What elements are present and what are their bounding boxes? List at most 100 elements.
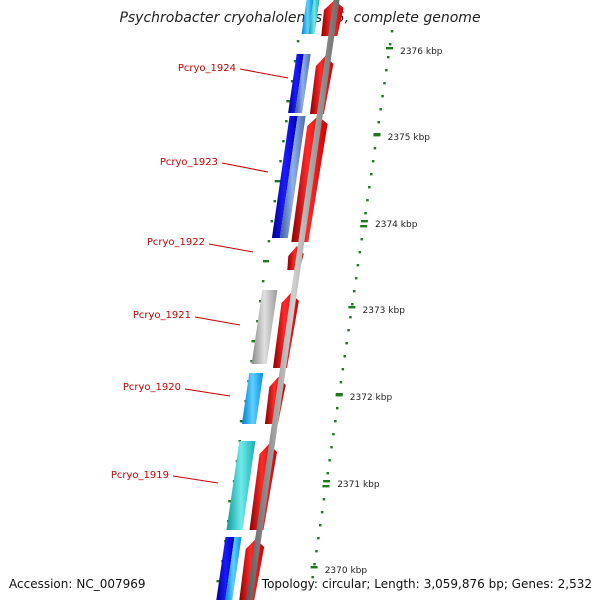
scale-minor-tick xyxy=(388,43,392,46)
inner-major-tick xyxy=(251,340,258,343)
accession-info: Accession: NC_007969 xyxy=(9,577,146,591)
reverse-gene xyxy=(251,290,278,364)
inner-minor-tick xyxy=(282,140,285,143)
inner-minor-tick xyxy=(279,160,282,163)
inner-major-tick xyxy=(263,260,269,263)
scale-minor-tick xyxy=(347,329,350,332)
reverse-gene xyxy=(288,54,304,113)
inner-minor-tick xyxy=(261,280,265,283)
inner-minor-tick xyxy=(270,220,274,223)
gene-label: Pcryo_1921 xyxy=(133,310,191,321)
scale-minor-tick xyxy=(334,420,337,423)
scale-minor-tick xyxy=(320,511,324,514)
scale-label: 2373 kbp xyxy=(363,306,406,316)
inner-minor-tick xyxy=(290,80,294,83)
scale-minor-tick xyxy=(322,498,326,501)
genes-value: 2,532 xyxy=(557,577,592,591)
gene-label-leader xyxy=(184,388,231,397)
scale-minor-tick xyxy=(358,251,362,254)
gene-label-leader xyxy=(208,243,254,253)
scale-label: 2370 kbp xyxy=(325,566,368,576)
reverse-gene xyxy=(308,0,320,34)
scale-minor-tick xyxy=(353,290,356,293)
inner-minor-tick xyxy=(267,240,271,243)
scale-minor-tick xyxy=(370,173,373,176)
scale-minor-tick xyxy=(387,56,390,59)
map-title: Psychrobacter cryohalolentis K5, complet… xyxy=(119,10,481,26)
gene-label: Pcryo_1922 xyxy=(147,237,205,248)
genes-label: Genes: xyxy=(511,577,554,591)
gene-label-leader xyxy=(194,316,241,326)
reverse-gene xyxy=(216,537,235,600)
gene-label: Pcryo_1920 xyxy=(123,382,181,393)
reverse-gene xyxy=(225,537,242,600)
scale-minor-tick xyxy=(385,69,388,72)
accession-label: Accession: xyxy=(9,577,73,591)
inner-minor-tick xyxy=(250,360,253,363)
scale-minor-tick xyxy=(383,82,386,85)
scale-minor-tick xyxy=(336,407,339,410)
scale-minor-tick xyxy=(311,576,314,579)
scale-label-tick xyxy=(373,133,381,136)
scale-label: 2371 kbp xyxy=(337,480,380,490)
scale-minor-tick xyxy=(339,381,343,384)
topology-label: Topology: xyxy=(261,577,318,591)
accession-value: NC_007969 xyxy=(76,577,146,591)
scale-minor-tick xyxy=(332,433,335,436)
scale-minor-tick xyxy=(379,108,382,111)
backbone-line xyxy=(246,0,340,600)
reverse-gene xyxy=(295,54,311,113)
scale-minor-tick xyxy=(371,160,375,163)
genome-summary: Topology: circular; Length: 3,059,876 bp; … xyxy=(261,577,592,591)
scale-minor-tick xyxy=(364,212,367,215)
inner-minor-tick xyxy=(293,60,297,63)
inner-minor-tick xyxy=(273,200,276,203)
scale-minor-tick xyxy=(381,95,384,98)
reverse-gene xyxy=(271,116,298,238)
inner-minor-tick xyxy=(259,300,262,303)
scale-minor-tick xyxy=(354,277,358,280)
scale-minor-tick xyxy=(390,30,394,33)
scale-minor-tick xyxy=(319,524,322,527)
scale-label-tick xyxy=(323,480,331,483)
gene-label: Pcryo_1923 xyxy=(160,157,218,168)
scale-label: 2372 kbp xyxy=(350,393,393,403)
scale-minor-tick xyxy=(351,303,354,306)
scale-label-tick xyxy=(335,393,343,396)
gene-label-leader xyxy=(221,162,269,173)
gene-label-leader xyxy=(172,475,219,484)
scale-minor-tick xyxy=(341,368,345,371)
scale-minor-tick xyxy=(326,472,329,475)
inner-major-tick xyxy=(286,100,293,103)
scale-minor-tick xyxy=(317,537,320,540)
scale-minor-tick xyxy=(330,446,333,449)
inner-minor-tick xyxy=(296,40,300,43)
gene-label-leader xyxy=(239,68,289,79)
scale-minor-tick xyxy=(360,238,363,241)
topology-value: circular xyxy=(321,577,367,591)
inner-minor-tick xyxy=(256,320,259,323)
scale-minor-tick xyxy=(349,316,352,319)
scale-minor-tick xyxy=(313,563,316,566)
backbone xyxy=(246,0,340,600)
scale-minor-tick xyxy=(345,342,348,345)
reverse-gene xyxy=(301,0,314,34)
length-value: 3,059,876 bp xyxy=(423,577,504,591)
reverse-gene xyxy=(226,441,256,530)
scale-label: 2374 kbp xyxy=(375,220,418,230)
length-label: Length: xyxy=(374,577,420,591)
scale-minor-tick xyxy=(373,147,377,150)
gene-label: Pcryo_1919 xyxy=(111,470,169,481)
scale-label: 2375 kbp xyxy=(388,133,431,143)
scale-minor-tick xyxy=(328,459,331,462)
scale-minor-tick xyxy=(315,550,318,553)
scale-label-tick xyxy=(360,220,368,223)
scale-label: 2376 kbp xyxy=(400,47,443,57)
reverse-gene xyxy=(279,116,306,238)
reverse-gene xyxy=(241,373,264,424)
scale-label-tick xyxy=(310,566,318,569)
scale-minor-tick xyxy=(343,355,346,358)
scale-minor-tick xyxy=(368,186,371,189)
scale-minor-tick xyxy=(366,199,369,202)
